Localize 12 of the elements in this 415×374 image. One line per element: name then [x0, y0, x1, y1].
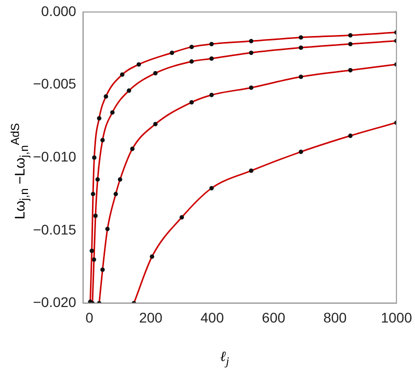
y-tick-label: −0.005: [32, 76, 76, 92]
x-tick-label: 200: [139, 309, 163, 326]
y-tick-label: −0.015: [32, 221, 76, 238]
x-tick-label: 400: [200, 309, 224, 326]
y-tick-label: −0.010: [32, 148, 76, 164]
x-tick-label: 800: [323, 309, 347, 326]
x-tick-label: 600: [262, 309, 286, 326]
x-axis-title: ℓ$_{j}$: [220, 350, 230, 368]
y-tick-label: 0.000: [41, 2, 76, 19]
x-tick-label: 1000: [380, 309, 412, 326]
y-tick-label: −0.020: [32, 294, 76, 310]
x-tick-label: 0: [85, 309, 94, 326]
